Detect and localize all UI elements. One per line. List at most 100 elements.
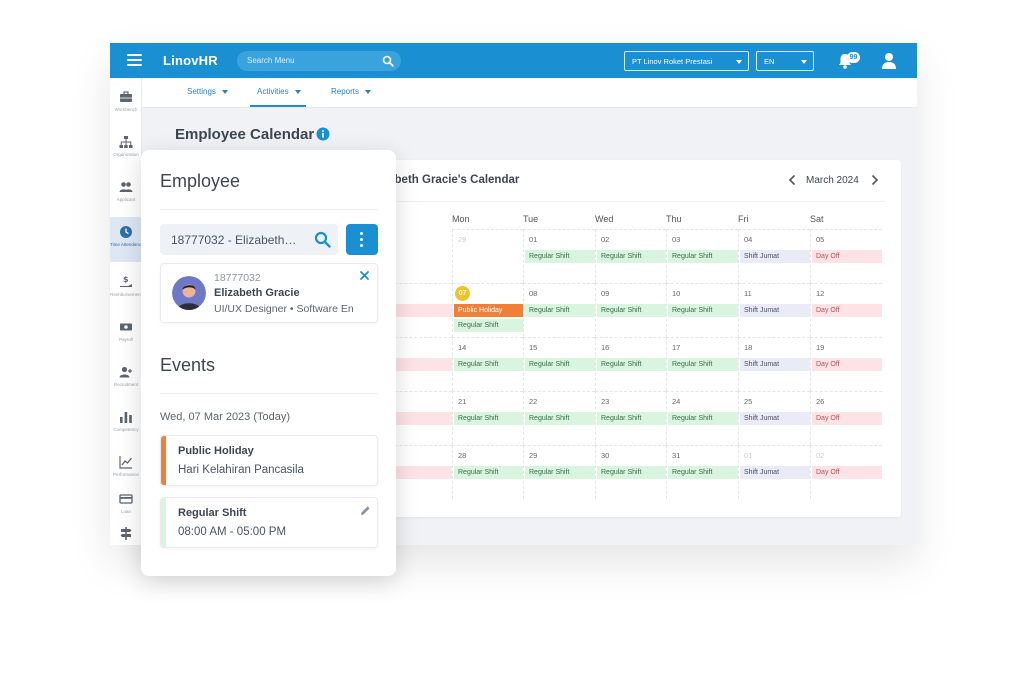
event-chip[interactable]: Shift Jumat <box>740 304 810 317</box>
event-card-regular-shift[interactable]: Regular Shift 08:00 AM - 05:00 PM <box>160 497 378 548</box>
calendar-cell[interactable]: 15 Regular Shift <box>523 337 595 391</box>
calendar-cell[interactable]: 29 Regular Shift <box>523 445 595 499</box>
edit-pencil-icon[interactable] <box>360 505 371 516</box>
day-number: 14 <box>458 343 467 352</box>
event-chip[interactable]: Regular Shift <box>597 412 666 425</box>
employee-search-field[interactable]: 18777032 - Elizabeth Gracie <box>160 224 338 255</box>
event-chip[interactable]: Regular Shift <box>525 412 595 425</box>
sidebar-item-loan[interactable]: Loan <box>110 484 142 524</box>
event-chip[interactable]: Regular Shift <box>525 358 595 371</box>
sidebar-item-recruitment[interactable]: Recruitment <box>110 357 142 397</box>
calendar-cell[interactable]: 09 Regular Shift <box>595 283 666 337</box>
language-select[interactable]: EN <box>756 51 814 71</box>
event-subtitle: 08:00 AM - 05:00 PM <box>178 526 287 538</box>
company-select[interactable]: PT Linov Roket Prestasi <box>624 51 749 71</box>
calendar-cell[interactable]: 04 Shift Jumat <box>738 229 810 283</box>
tab-settings[interactable]: Settings <box>187 87 228 96</box>
calendar-cell[interactable]: 01 Regular Shift <box>523 229 595 283</box>
user-profile-icon[interactable] <box>881 52 897 69</box>
day-header: Wed <box>595 214 614 224</box>
calendar-cell[interactable]: 17 Regular Shift <box>666 337 738 391</box>
calendar-cell[interactable]: 02 Day Off <box>810 445 882 499</box>
search-icon[interactable] <box>314 231 331 248</box>
event-chip[interactable]: Regular Shift <box>525 250 595 263</box>
calendar-cell[interactable]: 01 Shift Jumat <box>738 445 810 499</box>
calendar-cell[interactable]: 26 Day Off <box>810 391 882 445</box>
calendar-cell[interactable]: 23 Regular Shift <box>595 391 666 445</box>
calendar-cell[interactable]: 12 Day Off <box>810 283 882 337</box>
calendar-cell[interactable]: 07 Public Holiday Regular Shift <box>452 283 523 337</box>
event-chip[interactable]: Day Off <box>812 466 882 479</box>
calendar-cell[interactable]: 02 Regular Shift <box>595 229 666 283</box>
event-chip[interactable]: Shift Jumat <box>740 466 810 479</box>
calendar-cell[interactable]: 05 Day Off <box>810 229 882 283</box>
calendar-cell[interactable]: 21 Regular Shift <box>452 391 523 445</box>
calendar-cell[interactable]: 28 Regular Shift <box>452 445 523 499</box>
sidebar-item-payroll[interactable]: Payroll <box>110 312 142 352</box>
calendar-cell[interactable]: 11 Shift Jumat <box>738 283 810 337</box>
calendar-cell[interactable]: 24 Regular Shift <box>666 391 738 445</box>
event-chip[interactable]: Regular Shift <box>597 466 666 479</box>
active-tab-indicator <box>250 105 306 107</box>
sidebar-item-competency[interactable]: Competency <box>110 402 142 442</box>
sidebar-item-organization[interactable]: Organization <box>110 127 142 167</box>
menu-search-input[interactable]: Search Menu <box>237 51 401 71</box>
close-icon[interactable] <box>360 271 369 280</box>
event-chip[interactable]: Regular Shift <box>454 358 523 371</box>
page-title: Employee Calendar <box>175 126 315 143</box>
event-chip[interactable]: Regular Shift <box>597 358 666 371</box>
info-icon[interactable] <box>316 127 330 141</box>
events-date: Wed, 07 Mar 2023 (Today) <box>160 411 291 423</box>
day-number: 04 <box>744 235 753 244</box>
tab-reports[interactable]: Reports <box>331 87 372 96</box>
event-chip[interactable]: Day Off <box>812 250 882 263</box>
calendar-cell[interactable]: 22 Regular Shift <box>523 391 595 445</box>
sidebar-item-more[interactable] <box>110 518 142 545</box>
event-chip[interactable]: Regular Shift <box>597 304 666 317</box>
event-chip[interactable]: Regular Shift <box>668 358 738 371</box>
calendar-cell[interactable]: 31 Regular Shift <box>666 445 738 499</box>
event-chip[interactable]: Regular Shift <box>668 304 738 317</box>
event-chip[interactable]: Regular Shift <box>525 466 595 479</box>
event-chip[interactable]: Public Holiday <box>454 304 523 317</box>
event-card-public-holiday[interactable]: Public Holiday Hari Kelahiran Pancasila <box>160 435 378 486</box>
event-chip[interactable]: Shift Jumat <box>740 358 810 371</box>
chevron-right-icon[interactable] <box>870 174 880 186</box>
calendar-cell[interactable]: 10 Regular Shift <box>666 283 738 337</box>
search-icon[interactable] <box>382 55 394 67</box>
calendar-cell[interactable]: 03 Regular Shift <box>666 229 738 283</box>
calendar-cell[interactable]: 08 Regular Shift <box>523 283 595 337</box>
brand-logo: LinovHR <box>163 53 218 68</box>
day-number: 16 <box>601 343 610 352</box>
event-chip[interactable]: Regular Shift <box>668 466 738 479</box>
tab-activities[interactable]: Activities <box>257 87 301 96</box>
event-chip[interactable]: Day Off <box>812 304 882 317</box>
event-chip[interactable]: Day Off <box>812 412 882 425</box>
event-chip[interactable]: Regular Shift <box>525 304 595 317</box>
event-chip[interactable]: Regular Shift <box>668 250 738 263</box>
sidebar-item-time-attendance[interactable]: Time Attendance <box>110 217 142 262</box>
hamburger-menu-icon[interactable] <box>127 54 142 66</box>
people-icon <box>119 182 133 192</box>
calendar-cell[interactable]: 18 Shift Jumat <box>738 337 810 391</box>
event-chip[interactable]: Day Off <box>812 358 882 371</box>
calendar-cell[interactable]: 30 Regular Shift <box>595 445 666 499</box>
event-chip[interactable]: Regular Shift <box>597 250 666 263</box>
event-chip[interactable]: Regular Shift <box>454 412 523 425</box>
event-chip[interactable]: Shift Jumat <box>740 412 810 425</box>
calendar-cell[interactable]: 16 Regular Shift <box>595 337 666 391</box>
event-chip[interactable]: Regular Shift <box>454 466 523 479</box>
sidebar-item-workbench[interactable]: Workbench <box>110 82 142 122</box>
sidebar-item-applicant[interactable]: Applicant <box>110 172 142 212</box>
event-chip[interactable]: Shift Jumat <box>740 250 810 263</box>
sidebar-item-performance[interactable]: Performance <box>110 447 142 487</box>
event-chip[interactable]: Regular Shift <box>668 412 738 425</box>
calendar-cell[interactable]: 19 Day Off <box>810 337 882 391</box>
calendar-cell[interactable]: 25 Shift Jumat <box>738 391 810 445</box>
chevron-left-icon[interactable] <box>787 174 797 186</box>
sidebar-item-reimbursement[interactable]: $ Reimbursement <box>110 275 142 297</box>
more-options-button[interactable] <box>346 224 378 255</box>
event-chip[interactable]: Regular Shift <box>454 319 523 332</box>
calendar-cell[interactable]: 29 <box>452 229 523 283</box>
calendar-cell[interactable]: 14 Regular Shift <box>452 337 523 391</box>
